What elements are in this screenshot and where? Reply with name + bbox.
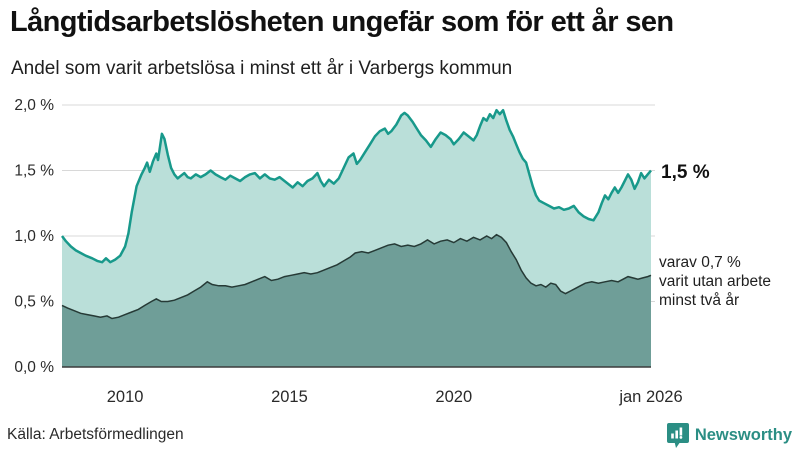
unemployment-area-chart: 0,0 % 0,5 % 1,0 % 1,5 % 2,0 % 2010 2015 2020 jan… — [0, 88, 800, 418]
line-minst-ett-ar — [61, 108, 652, 264]
y-axis-tick-label: 2,0 % — [14, 97, 54, 114]
newsworthy-logo-icon — [666, 423, 689, 448]
note-line-2: varit utan arbete — [659, 273, 772, 290]
page-title: Långtidsarbetslösheten ungefär som för e… — [10, 6, 674, 38]
x-axis-tick-label: jan 2026 — [618, 388, 682, 406]
x-axis-tick-label: 2020 — [435, 388, 472, 406]
y-axis-tick-label: 1,0 % — [14, 228, 54, 245]
note-line-1: varav 0,7 % — [659, 254, 741, 271]
x-axis-tick-label: 2015 — [271, 388, 308, 406]
area-minst-tva-ar — [62, 234, 651, 367]
brand-name: Newsworthy — [694, 426, 792, 444]
x-axis-tick-label: 2010 — [107, 388, 144, 406]
latest-value-label: 1,5 % — [661, 162, 710, 183]
brand-footer: Newsworthy — [666, 423, 792, 448]
chart-canvas: 0,0 % 0,5 % 1,0 % 1,5 % 2,0 % 2010 2015 2020 jan… — [14, 97, 682, 406]
y-axis-tick-label: 1,5 % — [14, 163, 54, 180]
line-minst-tva-ar — [61, 233, 652, 320]
y-axis-tick-label: 0,0 % — [14, 359, 54, 376]
note-line-3: minst två år — [659, 292, 740, 309]
y-axis-tick-label: 0,5 % — [14, 294, 54, 311]
source-label: Källa: Arbetsförmedlingen — [7, 426, 184, 443]
page-subtitle: Andel som varit arbetslösa i minst ett å… — [11, 58, 513, 79]
second-series-note: varav 0,7 % varit utan arbete minst två … — [659, 253, 771, 310]
